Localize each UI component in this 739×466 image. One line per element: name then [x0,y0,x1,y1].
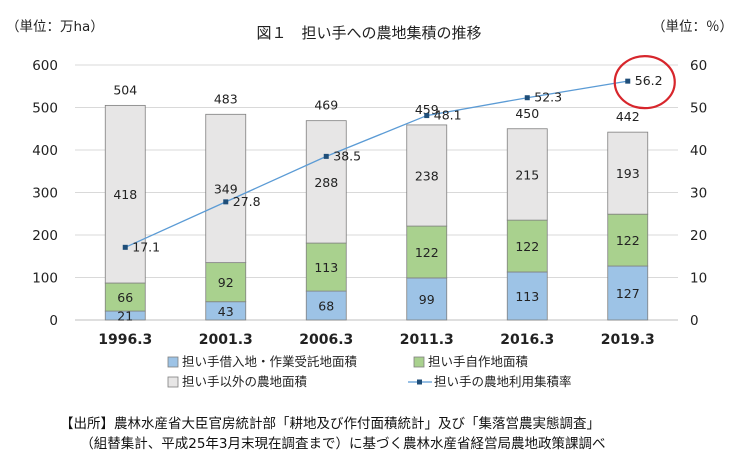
y-tick-label-right: 10 [690,271,707,287]
left-axis-unit: （単位：万ha） [6,19,104,35]
bar-value-label: 99 [419,292,435,307]
y-tick-label-right: 30 [690,186,707,202]
bar-value-label: 122 [415,245,439,260]
rate-point [122,244,128,250]
y-tick-label-right: 50 [690,101,707,117]
rate-point [223,199,229,205]
y-tick-label-left: 100 [32,271,58,287]
y-tick-label-left: 0 [49,313,58,329]
bar-segment [607,131,649,215]
rate-point [524,95,530,101]
bar-segment [104,282,146,312]
y-tick-label-left: 400 [32,143,58,159]
legend-label: 担い手自作地面積 [428,354,529,369]
rate-point [323,153,329,159]
bar-value-label: 238 [415,169,439,184]
bar-segment [406,277,448,321]
bar-value-label: 122 [515,239,539,254]
bar-value-label: 66 [117,290,133,305]
x-tick-label: 2016.3 [500,332,554,348]
x-tick-label: 2001.3 [199,332,253,348]
x-tick-label: 2006.3 [299,332,353,348]
bar-value-label: 418 [113,187,137,202]
rate-value-label: 52.3 [534,90,562,105]
rate-value-label: 38.5 [333,148,361,163]
right-axis-unit: （単位：％） [652,19,733,35]
bar-value-label: 215 [515,167,539,182]
bar-total-label: 504 [113,82,137,97]
legend-swatch [413,356,425,368]
rate-line [124,80,628,248]
bar-value-label: 122 [616,233,640,248]
chart-title: 図１ 担い手への農地集積の推移 [256,24,481,42]
bar-segment [406,124,448,227]
y-tick-label-left: 600 [32,58,58,74]
bar-segment [607,213,649,267]
bar-value-label: 68 [318,299,334,314]
bar-total-label: 483 [214,91,238,106]
x-tick-label: 1996.3 [98,332,152,348]
bar-segment [305,120,347,244]
source-line-1: 【出所】農林水産省大臣官房統計部「耕地及び作付面積統計」及び「集落営農実態調査」 [60,416,600,432]
legend-label: 担い手の農地利用集積率 [434,374,572,389]
bar-segment [305,242,347,292]
rate-value-label: 56.2 [635,73,663,88]
bar-total-label: 469 [314,98,338,113]
rate-point [424,113,430,119]
bar-segment [406,225,448,279]
x-tick-label: 2019.3 [601,332,655,348]
legend-label: 担い手借入地・作業受託地面積 [182,354,358,369]
bar-value-label: 21 [117,309,133,324]
bar-segment [305,290,347,321]
legend-label: 担い手以外の農地面積 [182,374,308,389]
y-tick-label-left: 500 [32,101,58,117]
bar-value-label: 113 [314,260,338,275]
bar-segment [607,265,649,321]
legend-marker [417,379,422,385]
rate-value-label: 48.1 [434,108,462,123]
bar-total-label: 450 [515,106,539,121]
legend-swatch [167,376,179,388]
y-tick-label-right: 60 [690,58,707,74]
x-tick-label: 2011.3 [400,332,454,348]
y-tick-label-right: 40 [690,143,707,159]
y-tick-label-right: 20 [690,228,707,244]
y-tick-label-right: 0 [690,313,699,329]
bar-value-label: 193 [616,166,640,181]
bar-value-label: 92 [218,275,234,290]
bar-segment [205,262,247,303]
bar-value-label: 127 [616,286,640,301]
bar-segment [104,104,146,284]
rate-value-label: 27.8 [233,194,261,209]
bar-segment [506,219,548,273]
rate-value-label: 17.1 [132,239,160,254]
bar-total-label: 459 [415,102,439,117]
bar-value-label: 43 [218,304,234,319]
bar-value-label: 113 [515,289,539,304]
bar-segment [205,113,247,264]
rate-point [625,78,631,84]
highlight-circle [613,55,676,110]
legend-swatch [167,356,179,368]
y-tick-label-left: 300 [32,186,58,202]
bar-value-label: 349 [214,181,238,196]
bar-value-label: 288 [314,175,338,190]
source-line-2: （組替集計、平成25年3月末現在調査まで）に基づく農林水産省経営局農地政策課調べ [60,436,606,452]
bar-total-label: 442 [616,109,640,124]
y-tick-label-left: 200 [32,228,58,244]
bar-segment [506,128,548,221]
